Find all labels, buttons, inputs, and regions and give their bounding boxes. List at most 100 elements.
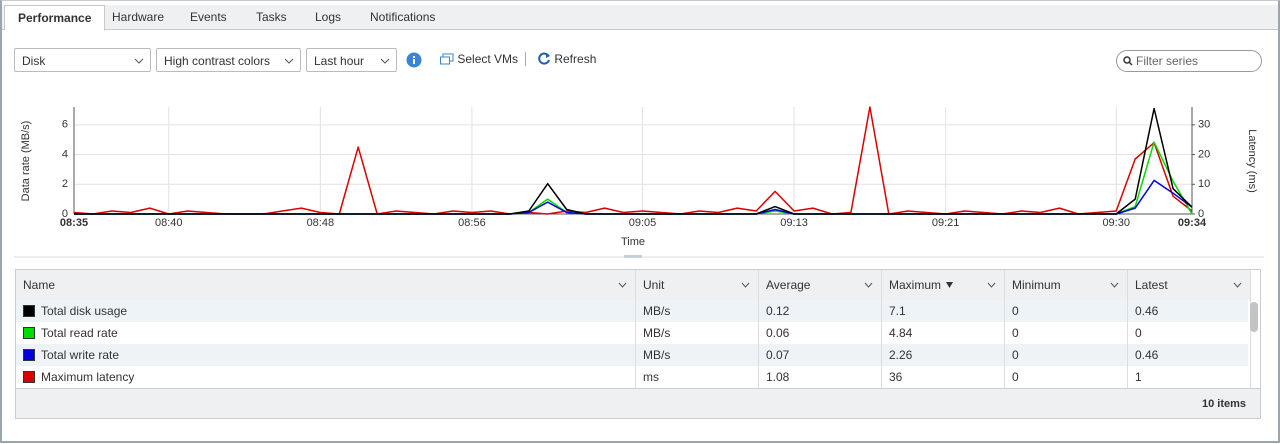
- splitter-handle[interactable]: [624, 255, 642, 258]
- x-tick-label: 09:30: [1102, 217, 1130, 229]
- colors-dropdown[interactable]: High contrast colors: [156, 48, 301, 72]
- cell: 0.06: [759, 322, 882, 344]
- cell: 0: [1005, 322, 1128, 344]
- button-label: Select VMs: [457, 52, 519, 66]
- series-name: Total disk usage: [41, 304, 128, 318]
- cell: 1: [1128, 366, 1251, 388]
- color-swatch: [23, 371, 35, 383]
- cell: 0.07: [759, 344, 882, 366]
- column-header[interactable]: Maximum: [882, 270, 1005, 300]
- cell: 4.84: [882, 322, 1005, 344]
- cell: Total write rate: [16, 344, 636, 366]
- series-line: [74, 141, 1193, 215]
- tab[interactable]: Logs: [315, 10, 342, 24]
- cell: 0.46: [1128, 344, 1251, 366]
- cell: Total disk usage: [16, 300, 636, 322]
- y-tick-label: 2: [62, 178, 68, 190]
- column-title: Average: [766, 278, 811, 292]
- series-name: Total read rate: [41, 326, 118, 340]
- x-tick-label: 09:21: [932, 217, 960, 229]
- cell: 0: [1005, 344, 1128, 366]
- column-header[interactable]: Average: [759, 270, 882, 300]
- vm-icon: [440, 53, 454, 65]
- tab[interactable]: Events: [190, 10, 227, 24]
- x-tick-label: 08:40: [155, 217, 183, 229]
- series-line: [74, 107, 1193, 215]
- select-vms-button[interactable]: Select VMs: [440, 52, 518, 66]
- y-axis-label: Data rate (MB/s): [20, 121, 32, 202]
- series-line: [73, 106, 1193, 215]
- tab[interactable]: Tasks: [256, 10, 287, 24]
- tab-bar: Performance Hardware Events Tasks Logs N…: [2, 5, 1278, 31]
- tab[interactable]: Notifications: [370, 10, 436, 24]
- column-header[interactable]: Latest: [1128, 270, 1251, 300]
- button-label: Refresh: [554, 52, 597, 66]
- refresh-icon: [538, 52, 550, 65]
- cell: ms: [636, 366, 759, 388]
- y-tick-label: 4: [62, 148, 68, 160]
- dropdown-value: Last hour: [314, 54, 365, 68]
- column-header[interactable]: Minimum: [1005, 270, 1128, 300]
- metric-dropdown[interactable]: Disk: [14, 48, 151, 72]
- column-title: Latest: [1135, 278, 1168, 292]
- column-menu[interactable]: [1110, 282, 1119, 288]
- search-icon: [1123, 56, 1133, 66]
- column-header[interactable]: Name: [16, 270, 636, 300]
- column-title: Minimum: [1012, 278, 1061, 292]
- column-title: Maximum: [889, 278, 942, 292]
- column-header[interactable]: Unit: [636, 270, 759, 300]
- placeholder: Filter series: [1136, 54, 1199, 68]
- y2-tick-label: 0: [1198, 208, 1204, 220]
- column-title: Unit: [643, 278, 665, 292]
- color-swatch: [23, 349, 35, 361]
- y-tick-label: 6: [62, 119, 68, 131]
- column-menu[interactable]: [618, 282, 627, 288]
- cell: 0.12: [759, 300, 882, 322]
- tab[interactable]: Performance: [4, 5, 106, 31]
- cell: 0: [1005, 300, 1128, 322]
- cell: MB/s: [636, 344, 759, 366]
- y2-tick-label: 20: [1198, 148, 1210, 160]
- x-tick-label: 09:05: [629, 217, 657, 229]
- cell: MB/s: [636, 322, 759, 344]
- cell: 0: [1128, 322, 1251, 344]
- table-row[interactable]: Maximum latency ms 1.08 36 0 1: [16, 366, 1251, 388]
- column-menu[interactable]: [987, 282, 996, 288]
- color-swatch: [23, 305, 35, 317]
- series-name: Maximum latency: [41, 370, 135, 384]
- table-row[interactable]: Total read rate MB/s 0.06 4.84 0 0: [16, 322, 1251, 344]
- refresh-button[interactable]: Refresh: [538, 52, 596, 66]
- separator: [525, 52, 526, 66]
- series-line: [74, 179, 1193, 215]
- color-swatch: [23, 327, 35, 339]
- x-tick-label: 08:56: [458, 217, 486, 229]
- info-icon[interactable]: [406, 52, 422, 68]
- scrollbar[interactable]: [1250, 302, 1258, 332]
- sort-indicator: [946, 282, 954, 288]
- cell: 2.26: [882, 344, 1005, 366]
- cell: Maximum latency: [16, 366, 636, 388]
- x-tick-label: 09:34: [1178, 217, 1207, 229]
- x-tick-label: 08:35: [60, 217, 88, 229]
- dropdown-value: High contrast colors: [164, 54, 271, 68]
- column-menu[interactable]: [741, 282, 750, 288]
- chart: Data rate (MB/s) Latency (ms) Time 0 2 4 6 0…: [14, 106, 1264, 258]
- cell: Total read rate: [16, 322, 636, 344]
- x-tick-label: 08:48: [307, 217, 335, 229]
- series-table: Name Unit Average Maximum Minimum Latest Tota…: [15, 269, 1261, 419]
- table-row[interactable]: Total disk usage MB/s 0.12 7.1 0 0.46: [16, 300, 1251, 322]
- tab[interactable]: Hardware: [112, 10, 165, 24]
- range-dropdown[interactable]: Last hour: [306, 48, 397, 72]
- dropdown-value: Disk: [22, 54, 46, 68]
- x-axis-label: Time: [621, 236, 645, 248]
- cell: 7.1: [882, 300, 1005, 322]
- y-tick-label: 0: [62, 208, 68, 220]
- filter-input[interactable]: Filter series: [1116, 50, 1262, 72]
- column-menu[interactable]: [864, 282, 873, 288]
- y2-axis-label: Latency (ms): [1246, 129, 1258, 193]
- table-row[interactable]: Total write rate MB/s 0.07 2.26 0 0.46: [16, 344, 1251, 366]
- chevron: [380, 58, 390, 64]
- column-menu[interactable]: [1233, 282, 1242, 288]
